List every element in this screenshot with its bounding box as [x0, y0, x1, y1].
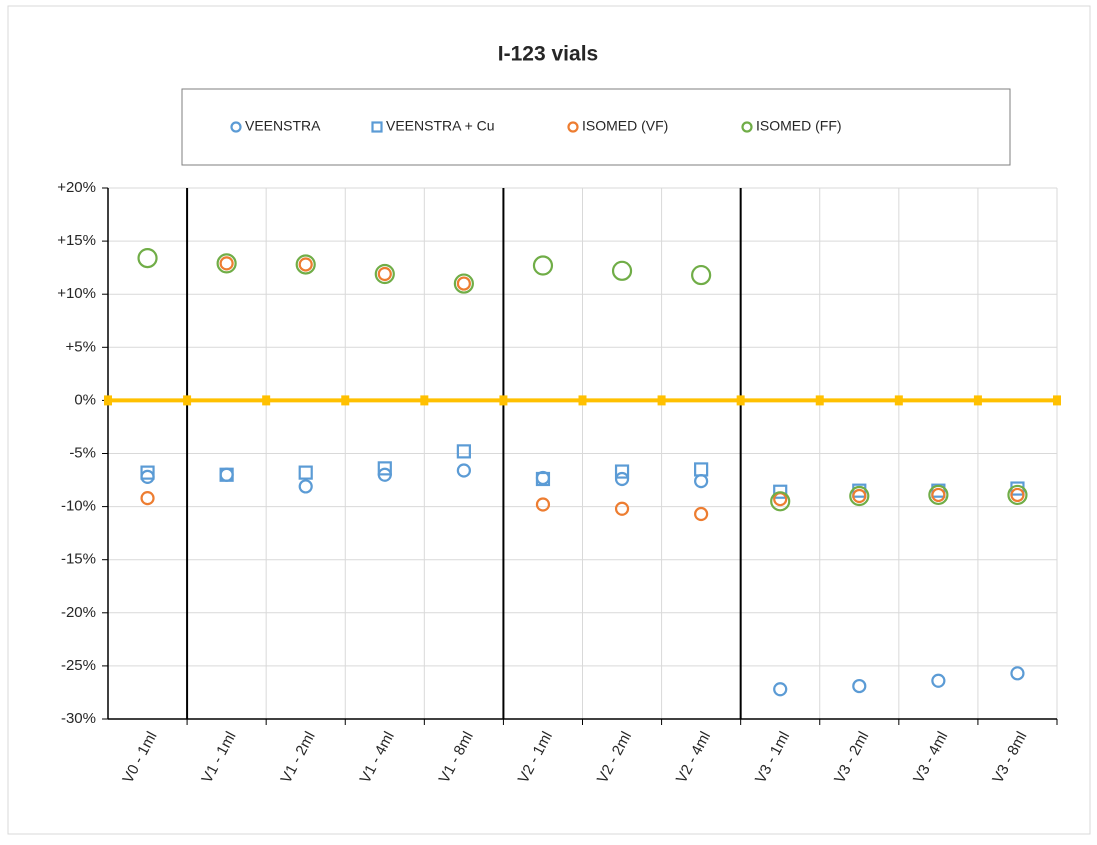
point [773, 682, 788, 697]
legend-marker [230, 121, 242, 133]
legend-box [181, 88, 1011, 166]
zero-line-marker [973, 395, 982, 406]
y-tick-label: +10% [57, 285, 96, 302]
point [614, 464, 630, 479]
point [852, 678, 867, 694]
point [614, 471, 630, 487]
y-tick-label: -25% [61, 657, 96, 674]
y-tick-label: +15% [57, 232, 96, 249]
legend-marker [371, 121, 383, 133]
legend-marker [567, 121, 579, 133]
point [453, 273, 474, 294]
point [849, 485, 870, 507]
y-tick-label: -15% [61, 551, 96, 568]
point [298, 257, 313, 272]
zero-line-marker [341, 395, 350, 406]
zero-line-marker [894, 395, 903, 406]
point [535, 471, 551, 487]
y-tick-label: 0% [74, 391, 96, 408]
zero-line-marker [499, 395, 508, 406]
point [456, 276, 471, 291]
zero-line-marker [578, 395, 587, 406]
point [852, 488, 867, 504]
legend-marker [741, 121, 753, 133]
zero-line-marker [815, 395, 824, 406]
point [298, 465, 313, 480]
y-tick-label: +20% [57, 179, 96, 196]
zero-line-marker [420, 395, 429, 406]
point [456, 444, 471, 459]
point [298, 479, 313, 494]
legend-label: VEENSTRA [245, 118, 321, 134]
point [140, 465, 155, 480]
point [1010, 666, 1025, 681]
zero-line-marker [104, 395, 112, 406]
point [535, 497, 551, 512]
point [770, 491, 791, 512]
zero-line-marker [183, 395, 192, 406]
point [140, 491, 155, 506]
point [532, 255, 554, 276]
point [219, 256, 234, 271]
legend-label: ISOMED (VF) [582, 118, 668, 134]
y-tick-label: -30% [61, 710, 96, 727]
point [931, 673, 946, 688]
point [219, 467, 234, 482]
legend-label: ISOMED (FF) [756, 118, 842, 134]
point [295, 254, 316, 275]
point [456, 463, 471, 478]
point [377, 266, 392, 282]
point [928, 484, 949, 506]
point [694, 462, 709, 477]
zero-line-marker [262, 395, 271, 406]
y-tick-label: -10% [61, 498, 96, 515]
point [931, 487, 946, 503]
point [691, 264, 712, 286]
y-tick-label: -20% [61, 604, 96, 621]
zero-line-marker [1053, 395, 1061, 406]
point [216, 253, 237, 274]
point [374, 263, 395, 285]
zero-line-marker [736, 395, 745, 406]
y-tick-label: +5% [66, 338, 96, 355]
point [137, 247, 158, 269]
point [611, 260, 633, 281]
point [377, 461, 392, 476]
point [1010, 487, 1025, 503]
point [614, 501, 630, 516]
zero-line-marker [657, 395, 666, 406]
y-tick-label: -5% [69, 444, 96, 461]
legend-label: VEENSTRA + Cu [386, 118, 495, 134]
point [931, 483, 946, 498]
point [694, 506, 709, 522]
point [773, 484, 788, 499]
point [1007, 484, 1028, 506]
chart-title: I-123 vials [498, 43, 598, 66]
